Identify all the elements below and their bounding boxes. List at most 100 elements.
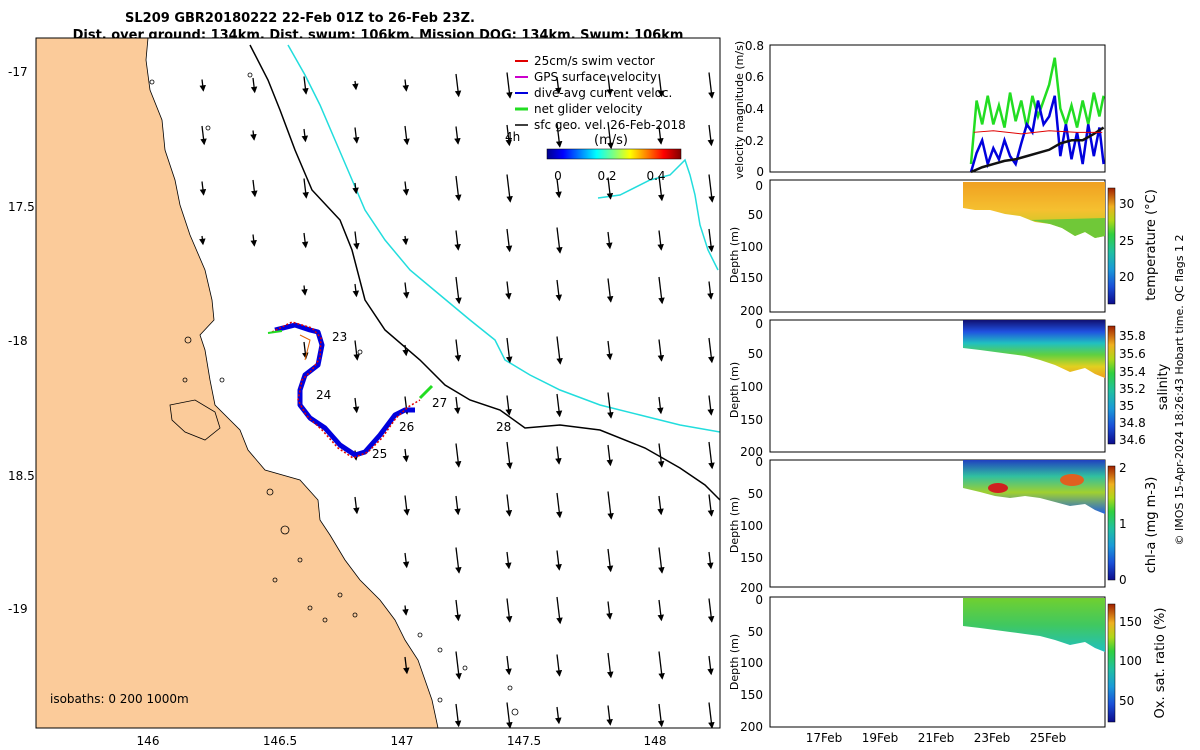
vel-ytick-3: 0.6 xyxy=(745,70,764,84)
chl-cbtick-2: 0 xyxy=(1119,573,1127,587)
current-arrow xyxy=(506,441,513,470)
temp-ytick-2: 100 xyxy=(740,240,763,254)
glider-track-current xyxy=(274,322,415,458)
temp-ylabel: Depth (m) xyxy=(728,227,741,283)
isobath-1000m-2 xyxy=(597,158,719,271)
current-arrow xyxy=(708,72,715,99)
current-arrow xyxy=(555,706,562,725)
velocity-series-line xyxy=(969,57,1105,165)
xtick-19feb: 19Feb xyxy=(862,731,899,745)
legend-gps: GPS surface velocity xyxy=(534,70,657,84)
current-arrow xyxy=(402,235,409,246)
time-axis-ticks: 17Feb 19Feb 21Feb 23Feb 25Feb xyxy=(806,731,1067,745)
day-label-24: 24 xyxy=(316,388,331,402)
current-arrow xyxy=(555,279,563,302)
xtick-17feb: 17Feb xyxy=(806,731,843,745)
current-arrow xyxy=(403,656,410,675)
day-label-23: 23 xyxy=(332,330,347,344)
copyright-text: © IMOS 15-Apr-2024 18:26:43 Hobart time.… xyxy=(1173,235,1186,546)
current-arrow xyxy=(302,341,309,360)
current-arrow xyxy=(250,130,257,141)
colorbar-tick-1: 0.2 xyxy=(597,169,616,183)
current-arrow xyxy=(352,80,359,91)
current-arrow xyxy=(606,601,613,620)
temp-cbtick-2: 20 xyxy=(1119,270,1134,284)
legend-net: net glider velocity xyxy=(534,102,642,116)
current-arrow xyxy=(454,73,462,98)
current-arrow xyxy=(301,128,309,143)
current-arrow xyxy=(707,494,715,517)
chl-colorbar xyxy=(1107,465,1116,581)
current-arrow xyxy=(707,228,715,253)
current-arrow xyxy=(454,339,462,362)
temp-colorbar xyxy=(1107,187,1116,305)
current-arrow xyxy=(403,495,410,516)
current-arrow xyxy=(607,121,614,150)
speed-colorbar xyxy=(546,148,682,160)
current-arrow xyxy=(708,441,715,470)
sal-cbtick-6: 34.6 xyxy=(1119,433,1146,447)
temp-ytick-0: 0 xyxy=(755,179,763,193)
isobath-200m xyxy=(249,44,720,501)
colorbar-tick-2: 0.4 xyxy=(646,169,665,183)
sal-cbtick-5: 34.8 xyxy=(1119,416,1146,430)
current-arrow xyxy=(555,393,563,418)
lon-tick-2: 147 xyxy=(391,734,414,748)
island xyxy=(169,399,221,441)
chl-ytick-1: 50 xyxy=(748,487,763,501)
current-arrow xyxy=(301,285,308,296)
temperature-deep xyxy=(1030,218,1105,238)
lat-tick-3: 18.5 xyxy=(8,469,35,483)
current-arrow xyxy=(455,651,462,680)
current-arrow xyxy=(606,231,613,250)
current-arrow xyxy=(402,344,409,357)
current-arrow xyxy=(556,336,563,365)
current-arrow xyxy=(657,339,665,362)
current-arrow xyxy=(454,396,461,415)
current-arrow xyxy=(505,228,513,253)
sal-ytick-4: 200 xyxy=(740,445,763,459)
vel-ytick-4: 0.8 xyxy=(745,39,764,53)
current-arrow xyxy=(607,491,614,520)
current-arrow xyxy=(606,278,614,303)
chla-panel: 0 50 100 150 200 Depth (m) 2 1 0 chl-a (… xyxy=(728,455,1159,595)
lon-tick-0: 146 xyxy=(137,734,160,748)
current-arrow xyxy=(402,552,410,569)
current-arrow xyxy=(606,548,614,573)
ox-ytick-4: 200 xyxy=(740,720,763,734)
lat-tick-0: -17 xyxy=(8,65,28,79)
temp-ytick-1: 50 xyxy=(748,208,763,222)
temp-cbtick-1: 25 xyxy=(1119,234,1134,248)
chl-ylabel: Depth (m) xyxy=(728,497,741,553)
ox-ytick-3: 150 xyxy=(740,688,763,702)
current-arrow xyxy=(607,652,614,679)
current-arrow xyxy=(555,123,563,148)
chla-max-2 xyxy=(1060,474,1084,486)
current-arrow xyxy=(454,599,462,622)
legend-dive: dive-avg current veloc. xyxy=(534,86,672,100)
current-arrows xyxy=(199,72,715,728)
velocity-yticks: 0 0.2 0.4 0.6 0.8 xyxy=(745,39,764,179)
current-arrow xyxy=(506,337,513,364)
current-arrow xyxy=(657,126,664,145)
current-arrow xyxy=(707,598,715,623)
lon-tick-3: 147.5 xyxy=(507,734,541,748)
current-arrow xyxy=(606,444,614,467)
sal-cbtick-2: 35.4 xyxy=(1119,365,1146,379)
ox-colorbar xyxy=(1107,603,1116,723)
current-arrow xyxy=(250,234,257,247)
velocity-ylabel: velocity magnitude (m/s) xyxy=(733,41,746,179)
current-arrow xyxy=(658,175,665,202)
current-arrow xyxy=(352,397,360,414)
map-lat-ticks: -17 17.5 -18 18.5 -19 xyxy=(8,65,35,616)
ox-ytick-0: 0 xyxy=(755,593,763,607)
current-arrow xyxy=(606,340,613,361)
legend-swim: 25cm/s swim vector xyxy=(534,54,655,68)
xtick-21feb: 21Feb xyxy=(918,731,955,745)
current-arrow xyxy=(454,126,461,145)
sal-ytick-0: 0 xyxy=(755,317,763,331)
current-arrow xyxy=(505,494,513,517)
current-arrow xyxy=(199,181,207,196)
chl-ytick-4: 200 xyxy=(740,581,763,595)
vel-ytick-0: 0 xyxy=(756,165,764,179)
